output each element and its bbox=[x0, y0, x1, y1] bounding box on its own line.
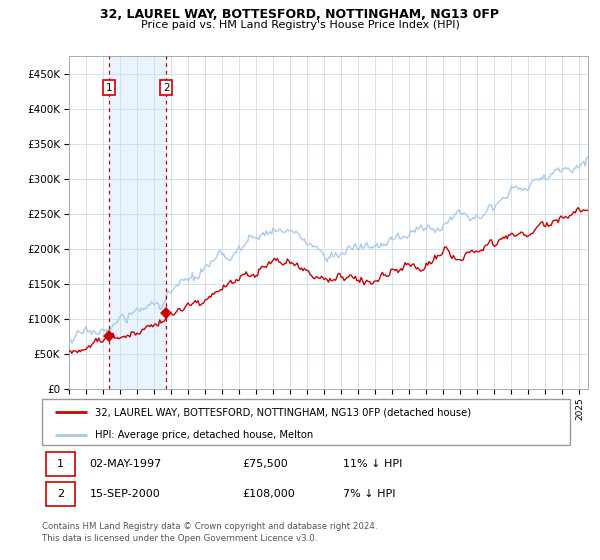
Text: 2: 2 bbox=[163, 83, 169, 92]
Text: 15-SEP-2000: 15-SEP-2000 bbox=[89, 489, 160, 499]
Bar bbox=[109, 56, 166, 389]
Text: 11% ↓ HPI: 11% ↓ HPI bbox=[343, 459, 403, 469]
Text: 02-MAY-1997: 02-MAY-1997 bbox=[89, 459, 162, 469]
Text: £108,000: £108,000 bbox=[242, 489, 295, 499]
Text: £75,500: £75,500 bbox=[242, 459, 289, 469]
Text: HPI: Average price, detached house, Melton: HPI: Average price, detached house, Melt… bbox=[95, 430, 313, 440]
Text: Contains HM Land Registry data © Crown copyright and database right 2024.
This d: Contains HM Land Registry data © Crown c… bbox=[42, 522, 377, 543]
Text: 1: 1 bbox=[106, 83, 112, 92]
Text: 1: 1 bbox=[57, 459, 64, 469]
FancyBboxPatch shape bbox=[46, 452, 75, 476]
Text: 32, LAUREL WAY, BOTTESFORD, NOTTINGHAM, NG13 0FP: 32, LAUREL WAY, BOTTESFORD, NOTTINGHAM, … bbox=[101, 8, 499, 21]
Text: Price paid vs. HM Land Registry's House Price Index (HPI): Price paid vs. HM Land Registry's House … bbox=[140, 20, 460, 30]
Text: 2: 2 bbox=[57, 489, 64, 499]
FancyBboxPatch shape bbox=[46, 482, 75, 506]
Text: 7% ↓ HPI: 7% ↓ HPI bbox=[343, 489, 395, 499]
Text: 32, LAUREL WAY, BOTTESFORD, NOTTINGHAM, NG13 0FP (detached house): 32, LAUREL WAY, BOTTESFORD, NOTTINGHAM, … bbox=[95, 407, 471, 417]
FancyBboxPatch shape bbox=[42, 399, 570, 445]
